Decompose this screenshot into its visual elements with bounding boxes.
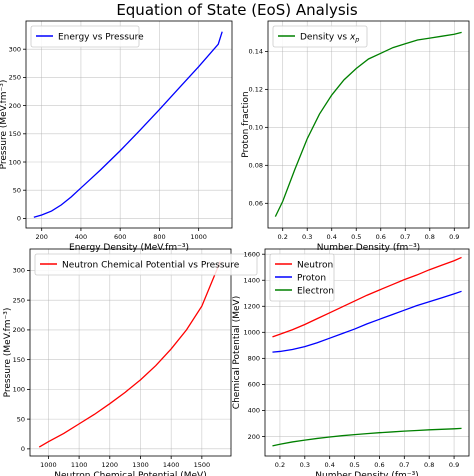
y-tick-label: 0.14	[249, 48, 263, 56]
x-tick-label: 0.4	[325, 461, 335, 469]
legend-label: Electron	[297, 286, 334, 296]
y-tick-label: 250	[9, 74, 21, 82]
x-tick-label: 1000	[190, 233, 207, 241]
axes-frame	[264, 248, 470, 457]
y-tick-label: 0.06	[249, 200, 263, 208]
series-line-neutron	[272, 256, 462, 338]
x-tick-label: 1200	[102, 461, 119, 469]
chart-density-vs-proton-fraction: 0.2 0.3 0.4 0.5 0.6 0.7 0.8 0.9 0.06 0.08 0.10 0.12…	[241, 20, 470, 253]
y-tick-label: 200	[9, 102, 21, 110]
x-tick-label: 1000	[40, 461, 57, 469]
legend-label: Neutron Chemical Potential vs Pressure	[62, 260, 240, 270]
legend-label: Density vs xp	[300, 32, 359, 43]
x-tick-label: 0.3	[302, 233, 312, 241]
chart-chemical-potentials: 0.2 0.3 0.4 0.5 0.6 0.7 0.8 0.9 200 400 600 800 1000…	[232, 248, 470, 476]
chart-energy-vs-pressure: 200 400 600 800 1000 0 50 100 150 200 250 300 Energy…	[0, 20, 233, 253]
legend-label: Energy vs Pressure	[58, 32, 144, 42]
x-tick-label: 1400	[163, 461, 180, 469]
y-tick-label: 1400	[243, 277, 260, 285]
y-tick-label: 400	[248, 407, 260, 415]
x-tick-label: 800	[153, 233, 165, 241]
y-tick-label: 0	[21, 445, 25, 453]
y-tick-label: 50	[17, 415, 25, 423]
y-tick-label: 100	[9, 158, 21, 166]
x-tick-label: 400	[75, 233, 87, 241]
series-line-neutron-chemical-potential-vs-pressure	[38, 261, 221, 448]
y-axis-label: Chemical Potential (MeV)	[232, 296, 242, 409]
y-tick-label: 0.10	[249, 124, 263, 132]
legend-math-symbol: x	[349, 32, 356, 42]
x-axis-label: Number Density (fm⁻³)	[315, 471, 418, 476]
x-tick-label: 0.2	[278, 233, 288, 241]
figure-title: Equation of State (EoS) Analysis	[116, 1, 358, 19]
y-tick-label: 200	[248, 433, 260, 441]
legend: Density vs xp	[272, 25, 368, 48]
x-tick-label: 200	[35, 233, 47, 241]
y-tick-label: 0.12	[249, 86, 263, 94]
x-axis-label: Energy Density (MeV.fm⁻³)	[69, 243, 189, 253]
x-tick-label: 0.8	[424, 461, 434, 469]
x-tick-label: 0.4	[327, 233, 337, 241]
x-tick-label: 0.5	[349, 461, 359, 469]
series-line-proton	[272, 290, 462, 353]
series-line-energy-vs-pressure	[33, 31, 223, 218]
y-axis-label: Proton fraction	[241, 91, 251, 157]
x-tick-label: 0.2	[275, 461, 285, 469]
legend-label: Proton	[297, 273, 326, 283]
y-axis-label: Pressure (MeV.fm⁻³)	[3, 308, 13, 398]
y-tick-label: 200	[13, 326, 25, 334]
x-tick-label: 0.8	[425, 233, 435, 241]
y-tick-label: 800	[248, 355, 260, 363]
x-tick-label: 600	[114, 233, 126, 241]
legend: Energy vs Pressure	[30, 25, 144, 48]
y-tick-label: 50	[13, 187, 21, 195]
y-tick-label: 0	[17, 215, 21, 223]
y-tick-label: 250	[13, 296, 25, 304]
x-tick-label: 1500	[194, 461, 211, 469]
y-tick-label: 300	[13, 267, 25, 275]
x-tick-label: 0.9	[449, 461, 459, 469]
y-tick-label: 1000	[243, 329, 260, 337]
legend-box	[272, 25, 368, 48]
legend: Neutron Chemical Potential vs Pressure	[34, 253, 258, 276]
axes-frame	[29, 248, 232, 457]
x-axis-label: Number Density (fm⁻³)	[317, 243, 420, 253]
legend-label: Neutron	[297, 260, 333, 270]
x-tick-label: 0.7	[400, 233, 410, 241]
y-tick-label: 150	[9, 130, 21, 138]
y-tick-label: 0.08	[249, 162, 263, 170]
legend-box	[34, 253, 258, 276]
axes-frame	[25, 20, 233, 229]
y-tick-label: 1200	[243, 303, 260, 311]
legend-box	[30, 25, 140, 48]
y-tick-label: 100	[13, 386, 25, 394]
x-tick-label: 1300	[132, 461, 149, 469]
legend: Neutron Proton Electron	[269, 253, 335, 302]
y-tick-label: 1600	[243, 251, 260, 259]
y-tick-label: 150	[13, 356, 25, 364]
legend-math-subscript: p	[354, 35, 359, 43]
chart-neutron-potential-vs-pressure: 1000 1100 1200 1300 1400 1500 0 50 100 150 200 250 3…	[3, 248, 258, 476]
y-tick-label: 300	[9, 46, 21, 54]
x-tick-label: 0.3	[300, 461, 310, 469]
y-tick-label: 600	[248, 381, 260, 389]
series-line-electron	[272, 427, 462, 447]
x-tick-label: 0.7	[399, 461, 409, 469]
x-axis-label: Neutron Chemical Potential (MeV)	[54, 471, 206, 476]
x-tick-label: 0.5	[351, 233, 361, 241]
x-tick-label: 1100	[71, 461, 88, 469]
x-tick-label: 0.6	[376, 233, 386, 241]
x-tick-label: 0.6	[374, 461, 384, 469]
x-tick-label: 0.9	[449, 233, 459, 241]
y-axis-label: Pressure (MeV.fm⁻³)	[0, 80, 9, 170]
series-line-density-vs	[274, 31, 462, 217]
axes-frame	[267, 20, 470, 229]
